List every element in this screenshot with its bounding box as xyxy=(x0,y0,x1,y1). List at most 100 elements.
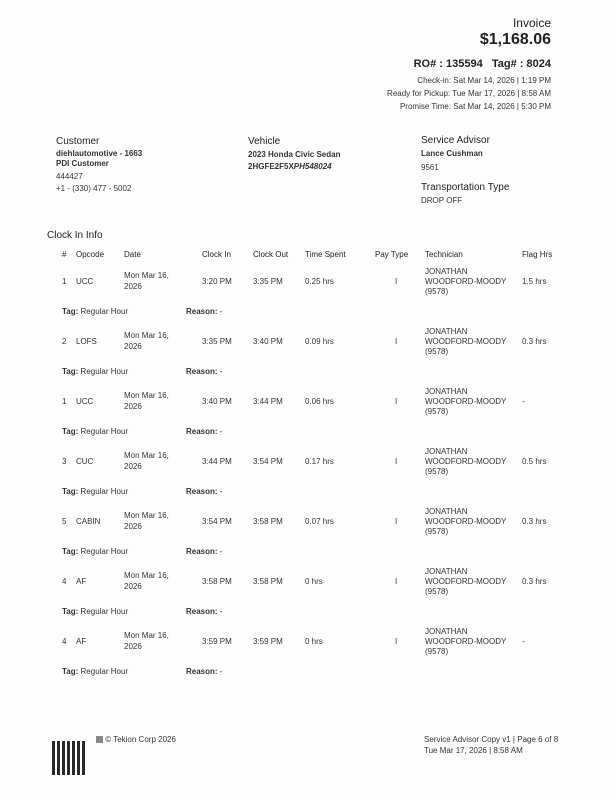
row-technician-line3: (9578) xyxy=(425,647,449,656)
row-time-spent: 0.06 hrs xyxy=(305,397,334,406)
row-date-line2: 2026 xyxy=(124,402,142,411)
row-technician-line3: (9578) xyxy=(425,467,449,476)
tag-label: Tag: xyxy=(62,487,79,496)
row-time-spent: 0 hrs xyxy=(305,577,323,586)
row-number: 1 xyxy=(62,397,67,406)
table-row: 1 UCC Mon Mar 16, 2026 3:20 PM 3:35 PM 0.25… xyxy=(0,267,615,327)
row-technician-line3: (9578) xyxy=(425,287,449,296)
row-technician-line1: JONATHAN xyxy=(425,567,468,576)
reason-label: Reason: xyxy=(186,547,218,556)
vehicle-label: Vehicle xyxy=(248,136,281,147)
ro-number: RO# : 135594 xyxy=(413,58,483,70)
row-technician-line1: JONATHAN xyxy=(425,447,468,456)
row-clock-in: 3:54 PM xyxy=(202,517,232,526)
col-time-spent: Time Spent xyxy=(305,250,346,259)
row-clock-out: 3:58 PM xyxy=(253,517,283,526)
row-flag-hrs: - xyxy=(522,397,525,406)
row-clock-in: 3:58 PM xyxy=(202,577,232,586)
row-tag: Tag: Regular Hour xyxy=(62,367,128,377)
row-flag-hrs: 0.3 hrs xyxy=(522,337,547,346)
row-date-line2: 2026 xyxy=(124,582,142,591)
vin-suffix: PH548024 xyxy=(293,162,332,171)
row-date-line1: Mon Mar 16, xyxy=(124,271,169,280)
row-technician-line2: WOODFORD-MOODY xyxy=(425,457,507,466)
tag-value: Regular Hour xyxy=(80,667,129,676)
check-in-time: Check-in: Sat Mar 14, 2026 | 1:19 PM xyxy=(417,76,551,85)
tag-value: Regular Hour xyxy=(80,487,129,496)
row-technician-line3: (9578) xyxy=(425,587,449,596)
tag-value: Regular Hour xyxy=(80,427,129,436)
row-clock-out: 3:35 PM xyxy=(253,277,283,286)
row-technician-line2: WOODFORD-MOODY xyxy=(425,517,507,526)
row-pay-type: I xyxy=(395,457,398,466)
row-reason: Reason: - xyxy=(186,307,222,317)
row-clock-out: 3:58 PM xyxy=(253,577,283,586)
row-clock-out: 3:44 PM xyxy=(253,397,283,406)
advisor-section: Service Advisor Lance Cushman 9561 Trans… xyxy=(421,135,509,207)
col-clock-out: Clock Out xyxy=(253,250,289,259)
row-pay-type: I xyxy=(395,277,398,286)
row-date-line1: Mon Mar 16, xyxy=(124,331,169,340)
vehicle-model: 2023 Honda Civic Sedan xyxy=(248,150,341,159)
row-technician-line1: JONATHAN xyxy=(425,627,468,636)
row-tag: Tag: Regular Hour xyxy=(62,427,128,437)
row-clock-out: 3:59 PM xyxy=(253,637,283,646)
reason-label: Reason: xyxy=(186,307,218,316)
row-pay-type: I xyxy=(395,337,398,346)
row-reason: Reason: - xyxy=(186,607,222,617)
row-tag: Tag: Regular Hour xyxy=(62,607,128,617)
row-date-line1: Mon Mar 16, xyxy=(124,571,169,580)
row-opcode: AF xyxy=(76,637,87,646)
row-tag: Tag: Regular Hour xyxy=(62,487,128,497)
row-date-line1: Mon Mar 16, xyxy=(124,631,169,640)
tag-label: Tag: xyxy=(62,667,79,676)
row-technician-line1: JONATHAN xyxy=(425,387,468,396)
reason-label: Reason: xyxy=(186,367,218,376)
row-opcode: LOFS xyxy=(76,337,97,346)
row-date-line2: 2026 xyxy=(124,282,142,291)
tag-label: Tag: xyxy=(62,607,79,616)
row-clock-in: 3:59 PM xyxy=(202,637,232,646)
customer-phone: +1 - (330) 477 - 5002 xyxy=(56,184,132,193)
tag-label: Tag: xyxy=(62,547,79,556)
advisor-name: Lance Cushman xyxy=(421,149,483,158)
tekion-logo-icon xyxy=(96,736,103,744)
col-pay-type: Pay Type xyxy=(375,250,409,259)
row-reason: Reason: - xyxy=(186,367,222,377)
row-tag: Tag: Regular Hour xyxy=(62,667,128,677)
copyright-text: © Tekion Corp 2026 xyxy=(105,735,176,744)
row-clock-in: 3:40 PM xyxy=(202,397,232,406)
row-date-line2: 2026 xyxy=(124,462,142,471)
advisor-label: Service Advisor xyxy=(421,135,490,146)
row-time-spent: 0.07 hrs xyxy=(305,517,334,526)
reason-value: - xyxy=(219,367,223,376)
reason-value: - xyxy=(219,667,223,676)
table-row: 4 AF Mon Mar 16, 2026 3:59 PM 3:59 PM 0 hrs… xyxy=(0,627,615,687)
reason-value: - xyxy=(219,427,223,436)
row-number: 3 xyxy=(62,457,67,466)
col-clock-in: Clock In xyxy=(202,250,231,259)
row-technician-line3: (9578) xyxy=(425,347,449,356)
vehicle-vin: 2HGFE2F5XPH548024 xyxy=(248,161,340,173)
clock-in-title: Clock In Info xyxy=(47,230,103,241)
transport-type: DROP OFF xyxy=(421,196,463,205)
row-tag: Tag: Regular Hour xyxy=(62,307,128,317)
table-row: 1 UCC Mon Mar 16, 2026 3:40 PM 3:44 PM 0.06… xyxy=(0,387,615,447)
copy-page-info: Service Advisor Copy v1 | Page 6 of 8 xyxy=(424,735,559,744)
reason-value: - xyxy=(219,487,223,496)
row-clock-in: 3:35 PM xyxy=(202,337,232,346)
row-clock-in: 3:44 PM xyxy=(202,457,232,466)
reason-value: - xyxy=(219,607,223,616)
row-technician-line1: JONATHAN xyxy=(425,327,468,336)
invoice-total: $1,168.06 xyxy=(479,31,551,48)
row-pay-type: I xyxy=(395,577,398,586)
transport-label: Transportation Type xyxy=(421,182,510,193)
row-date-line2: 2026 xyxy=(124,522,142,531)
row-technician-line2: WOODFORD-MOODY xyxy=(425,277,507,286)
row-clock-out: 3:54 PM xyxy=(253,457,283,466)
reason-label: Reason: xyxy=(186,487,218,496)
advisor-id: 9561 xyxy=(421,163,439,172)
row-technician-line1: JONATHAN xyxy=(425,267,468,276)
col-date: Date xyxy=(124,250,141,259)
ro-tag-line: RO# : 135594 Tag# : 8024 xyxy=(414,58,551,70)
